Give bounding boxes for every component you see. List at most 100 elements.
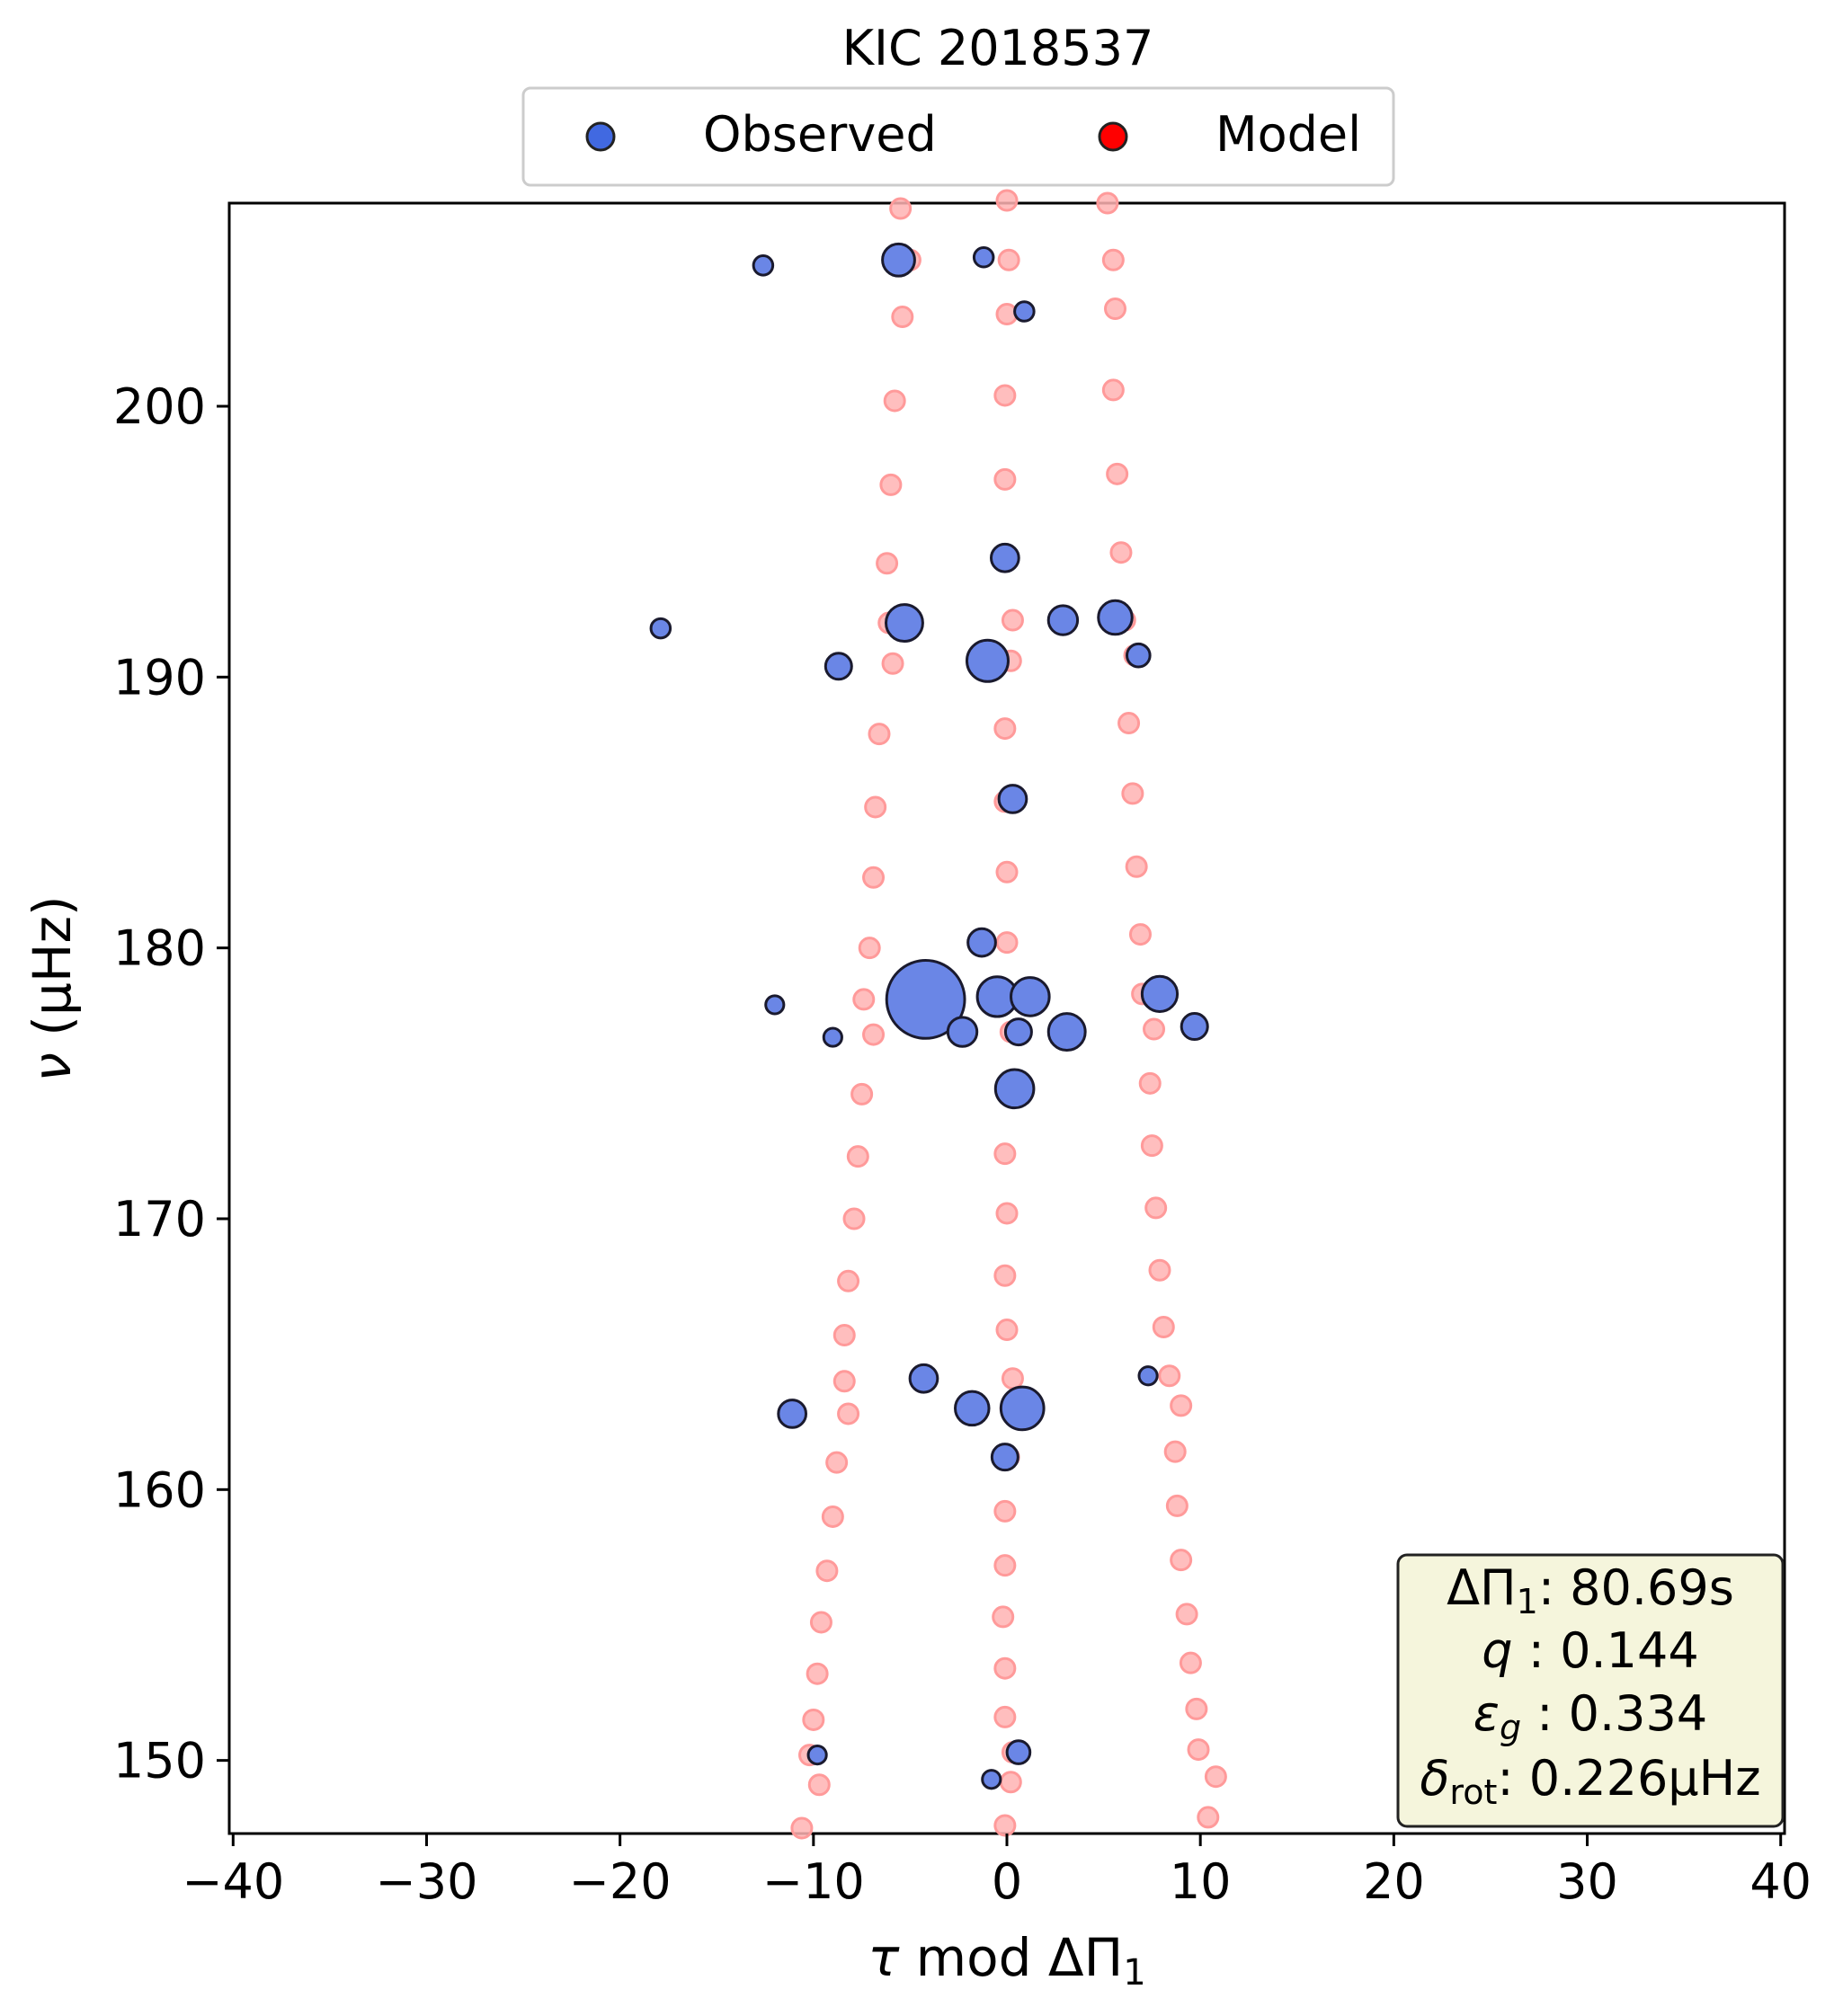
x-tick-label: 40 — [1750, 1853, 1812, 1910]
model-point — [993, 467, 1017, 491]
model-point — [1140, 1134, 1163, 1158]
model-point — [1096, 191, 1119, 215]
x-tick-label: 30 — [1556, 1853, 1618, 1910]
observed-point — [1005, 1739, 1032, 1765]
model-point — [1106, 462, 1129, 485]
model-point — [864, 795, 887, 819]
model-point — [1179, 1651, 1202, 1674]
model-point — [883, 389, 906, 413]
observed-point — [989, 542, 1020, 573]
observed-point — [990, 1443, 1019, 1472]
y-tick-label: 150 — [113, 1733, 206, 1790]
parameter-box-frame — [1396, 1553, 1785, 1828]
model-point — [1143, 1017, 1166, 1041]
model-point — [850, 1082, 874, 1106]
model-point — [1204, 1765, 1227, 1789]
observed-point — [999, 1385, 1046, 1432]
y-tick-label: 160 — [113, 1461, 206, 1518]
legend-marker-observed — [585, 121, 616, 152]
observed-point — [981, 1769, 1002, 1790]
model-point — [825, 1451, 849, 1474]
model-point — [993, 384, 1017, 407]
y-tick-label: 190 — [113, 649, 206, 706]
model-point — [846, 1145, 869, 1168]
legend-frame — [521, 86, 1395, 187]
observed-point — [1046, 604, 1080, 636]
x-tick-label: −30 — [375, 1853, 477, 1910]
model-point — [995, 1202, 1019, 1225]
model-point — [852, 988, 876, 1011]
model-point — [1163, 1440, 1187, 1463]
model-point — [1152, 1316, 1175, 1339]
model-point — [1101, 378, 1125, 402]
observed-point — [1010, 976, 1051, 1017]
model-point — [1170, 1394, 1193, 1417]
observed-point — [1180, 1012, 1209, 1042]
model-point — [993, 1142, 1017, 1166]
observed-point — [824, 652, 853, 681]
model-point — [1170, 1549, 1193, 1572]
model-point — [997, 248, 1020, 271]
observed-point — [752, 254, 775, 277]
model-point — [993, 1814, 1017, 1837]
x-axis-ticks: −40 −30 −20 −10 0 10 20 30 40 — [182, 1834, 1812, 1910]
model-point — [889, 197, 913, 220]
x-tick-label: −10 — [762, 1853, 865, 1910]
model-point — [995, 1319, 1019, 1342]
x-axis-label-tau: τ — [868, 1927, 900, 1988]
model-point — [995, 189, 1019, 212]
model-point — [1125, 855, 1148, 878]
model-point — [891, 306, 914, 329]
model-point — [876, 552, 899, 575]
observed-point — [993, 1068, 1036, 1110]
observed-point — [885, 603, 924, 644]
x-tick-label: 0 — [992, 1853, 1022, 1910]
y-tick-label: 200 — [113, 378, 206, 435]
legend-label-model: Model — [1215, 106, 1361, 163]
model-point — [993, 1554, 1017, 1577]
legend-marker-model — [1098, 121, 1128, 152]
observed-point — [777, 1399, 808, 1429]
model-point — [1128, 923, 1152, 946]
y-axis-label-unit: (μHz) — [22, 895, 83, 1052]
model-point — [992, 1605, 1015, 1629]
observed-point — [1003, 1017, 1033, 1047]
model-point — [993, 717, 1017, 741]
x-axis-label-sub: 1 — [1123, 1952, 1145, 1994]
info-delta-rot: δrot: 0.226μHz — [1420, 1750, 1760, 1812]
model-point — [1144, 1196, 1168, 1220]
model-point — [1001, 608, 1024, 632]
model-point — [1117, 712, 1141, 735]
model-point — [999, 1771, 1022, 1794]
observed-point — [908, 1363, 939, 1394]
info-epsilon-g: εg : 0.334 — [1474, 1685, 1707, 1747]
y-tick-label: 180 — [113, 920, 206, 977]
model-point — [1101, 248, 1125, 271]
model-point — [790, 1816, 814, 1840]
observed-point — [997, 784, 1028, 814]
legend-label-observed: Observed — [703, 106, 937, 163]
model-point — [1175, 1603, 1198, 1626]
model-point — [1197, 1806, 1220, 1829]
model-point — [821, 1505, 844, 1528]
x-tick-label: 20 — [1363, 1853, 1425, 1910]
observed-point — [946, 1016, 979, 1048]
x-axis-label-dpi: ΔΠ — [1048, 1927, 1123, 1988]
model-point — [806, 1662, 829, 1685]
observed-point — [954, 1390, 991, 1427]
model-point — [809, 1611, 832, 1634]
model-point — [1185, 1697, 1208, 1720]
model-point — [815, 1559, 839, 1583]
model-point — [1158, 1364, 1181, 1388]
observed-point — [649, 617, 672, 640]
observed-point — [885, 959, 966, 1040]
y-axis-ticks: 150 160 170 180 190 200 — [113, 378, 229, 1790]
observed-point — [965, 638, 1010, 683]
model-point — [1148, 1258, 1171, 1282]
observed-point — [764, 994, 786, 1016]
model-point — [862, 1023, 886, 1046]
model-point — [881, 652, 904, 675]
model-point — [842, 1207, 866, 1230]
chart-title: KIC 2018537 — [842, 20, 1154, 76]
model-point — [832, 1324, 856, 1347]
